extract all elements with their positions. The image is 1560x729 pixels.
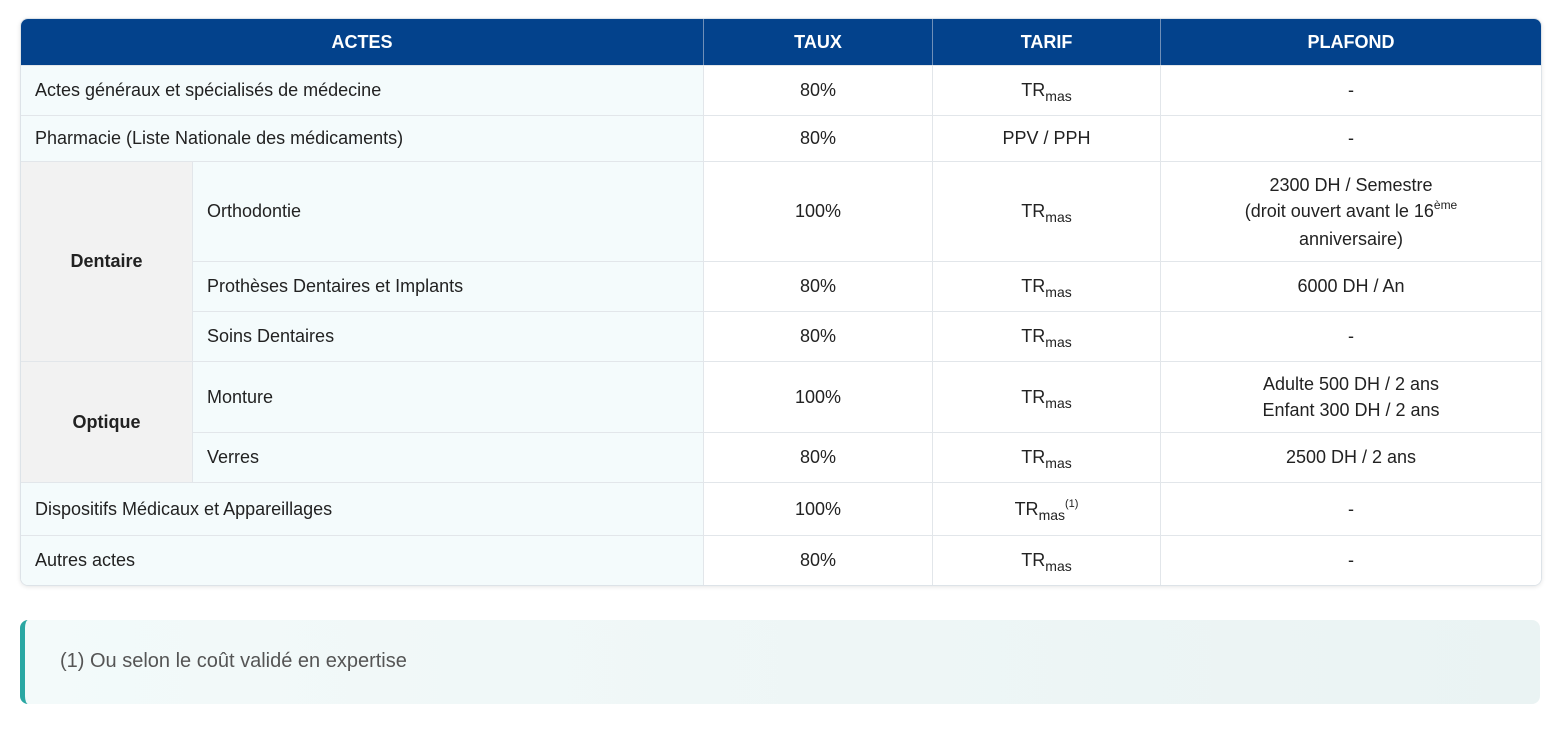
taux-value: 80% xyxy=(704,65,934,115)
tarif-base: TR xyxy=(1021,201,1046,221)
tarif-subscript: mas xyxy=(1045,209,1072,225)
header-plafond: PLAFOND xyxy=(1161,19,1542,65)
taux-value: 100% xyxy=(704,482,934,535)
table-row: Actes généraux et spécialisés de médecin… xyxy=(21,65,1542,115)
tarif-base: TR xyxy=(1021,447,1046,467)
plafond-value: - xyxy=(1161,311,1542,361)
acte-label: Actes généraux et spécialisés de médecin… xyxy=(21,65,705,115)
plafond-value: - xyxy=(1161,535,1542,585)
footnote-text: (1) Ou selon le coût validé en expertise xyxy=(60,650,407,672)
taux-value: 80% xyxy=(704,115,934,161)
header-taux: TAUX xyxy=(704,19,934,65)
tarif-base: TR xyxy=(1021,326,1046,346)
tarif-value: TRmas xyxy=(933,361,1162,432)
acte-label: Pharmacie (Liste Nationale des médicamen… xyxy=(21,115,705,161)
taux-value: 100% xyxy=(704,161,934,261)
taux-value: 80% xyxy=(704,261,934,311)
table-row: Dentaire Orthodontie 100% TRmas 2300 DH … xyxy=(21,161,1542,361)
tarif-subscript: mas xyxy=(1045,394,1072,411)
plafond-value: Adulte 500 DH / 2 ans Enfant 300 DH / 2 … xyxy=(1161,361,1542,432)
tarif-subscript: mas xyxy=(1045,88,1072,104)
tarif-footnote-ref: (1) xyxy=(1065,497,1079,510)
tarif-value: TRmas(1) xyxy=(933,482,1162,535)
table-row: Pharmacie (Liste Nationale des médicamen… xyxy=(21,115,1542,161)
acte-label: Verres xyxy=(193,432,705,482)
tarif-value: PPV / PPH xyxy=(933,115,1162,161)
acte-label: Prothèses Dentaires et Implants xyxy=(193,261,705,311)
tarif-subscript: mas xyxy=(1045,558,1072,574)
tarif-base: TR xyxy=(1021,550,1046,570)
tarif-subscript: mas xyxy=(1045,334,1072,350)
table-row: Autres actes 80% TRmas - xyxy=(21,535,1542,585)
tarif-value: TRmas xyxy=(933,311,1162,361)
tarif-base: TR xyxy=(1021,386,1046,407)
table-row: Dispositifs Médicaux et Appareillages 10… xyxy=(21,482,1542,535)
plafond-line: anniversaire) xyxy=(1298,228,1404,249)
plafond-value: 2500 DH / 2 ans xyxy=(1161,432,1542,482)
tarif-base: TR xyxy=(1021,80,1046,100)
table-header-row: ACTES TAUX TARIF PLAFOND xyxy=(21,19,1542,65)
tarif-subscript: mas xyxy=(1045,455,1072,471)
plafond-value: - xyxy=(1161,65,1542,115)
table-row: Optique Monture 100% TRmas Adulte 500 DH… xyxy=(21,361,1542,482)
tarif-value: TRmas xyxy=(933,535,1162,585)
acte-label: Soins Dentaires xyxy=(193,311,705,361)
header-tarif: TARIF xyxy=(933,19,1162,65)
plafond-value: 2300 DH / Semestre (droit ouvert avant l… xyxy=(1161,161,1542,261)
plafond-value: 6000 DH / An xyxy=(1161,261,1542,311)
group-label-optique: Optique xyxy=(21,361,193,482)
plafond-line: Adulte 500 DH / 2 ans xyxy=(1262,374,1440,394)
tarif-subscript: mas xyxy=(1038,506,1066,523)
plafond-text: (droit ouvert avant le 16 xyxy=(1244,200,1434,221)
tarif-value: TRmas xyxy=(933,65,1162,115)
header-actes: ACTES xyxy=(21,19,705,65)
tarif-value: TRmas xyxy=(933,432,1162,482)
tarif-subscript: mas xyxy=(1045,284,1072,300)
taux-value: 80% xyxy=(704,535,934,585)
taux-value: 80% xyxy=(704,311,934,361)
taux-value: 100% xyxy=(704,361,934,432)
tarif-value: TRmas xyxy=(933,261,1162,311)
table-row: Verres 80% TRmas 2500 DH / 2 ans xyxy=(21,432,1542,482)
tarif-base: TR xyxy=(1021,276,1046,296)
tarif-value: TRmas xyxy=(933,161,1162,261)
footnote-box: (1) Ou selon le coût validé en expertise xyxy=(20,620,1540,704)
taux-value: 80% xyxy=(704,432,934,482)
table-row: Prothèses Dentaires et Implants 80% TRma… xyxy=(21,261,1542,311)
coverage-table-container: ACTES TAUX TARIF PLAFOND Actes généraux … xyxy=(20,18,1543,586)
plafond-value: - xyxy=(1161,482,1542,535)
coverage-table: ACTES TAUX TARIF PLAFOND Actes généraux … xyxy=(20,18,1543,586)
plafond-line: (droit ouvert avant le 16ème xyxy=(1161,198,1541,226)
plafond-superscript: ème xyxy=(1433,197,1458,212)
acte-label: Monture xyxy=(193,361,705,432)
acte-label: Dispositifs Médicaux et Appareillages xyxy=(21,482,705,535)
table-row: Soins Dentaires 80% TRmas - xyxy=(21,311,1542,361)
tarif-base: TR xyxy=(1014,498,1039,519)
plafond-value: - xyxy=(1161,115,1542,161)
plafond-line: 2300 DH / Semestre xyxy=(1269,174,1433,195)
plafond-line: Enfant 300 DH / 2 ans xyxy=(1262,400,1440,420)
acte-label: Autres actes xyxy=(21,535,705,585)
group-label-dentaire: Dentaire xyxy=(21,161,193,361)
acte-label: Orthodontie xyxy=(193,161,705,261)
